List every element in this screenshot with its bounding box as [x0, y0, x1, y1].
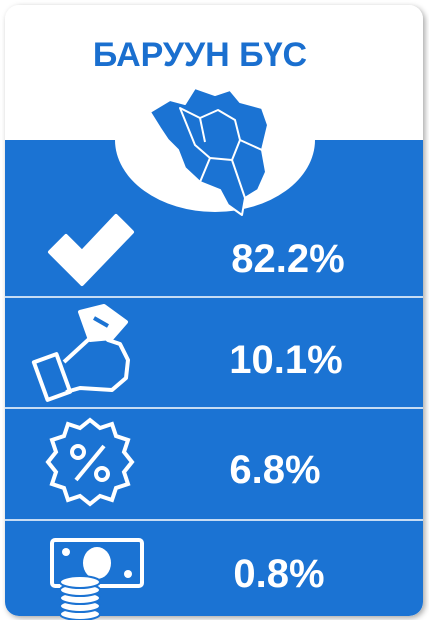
cash-coins-icon: [50, 538, 144, 620]
map-icon: [149, 87, 269, 216]
value-label: 0.8%: [233, 552, 324, 596]
separators: [5, 296, 423, 521]
title: БАРУУН БҮС: [93, 36, 307, 74]
card-body: [5, 140, 423, 616]
money-hand-icon: [31, 304, 130, 402]
value-label: 10.1%: [229, 338, 342, 382]
value-label: 82.2%: [231, 237, 344, 281]
check-icon: [48, 214, 134, 286]
percent-badge-icon: [45, 417, 135, 507]
value-label: 6.8%: [229, 448, 320, 492]
